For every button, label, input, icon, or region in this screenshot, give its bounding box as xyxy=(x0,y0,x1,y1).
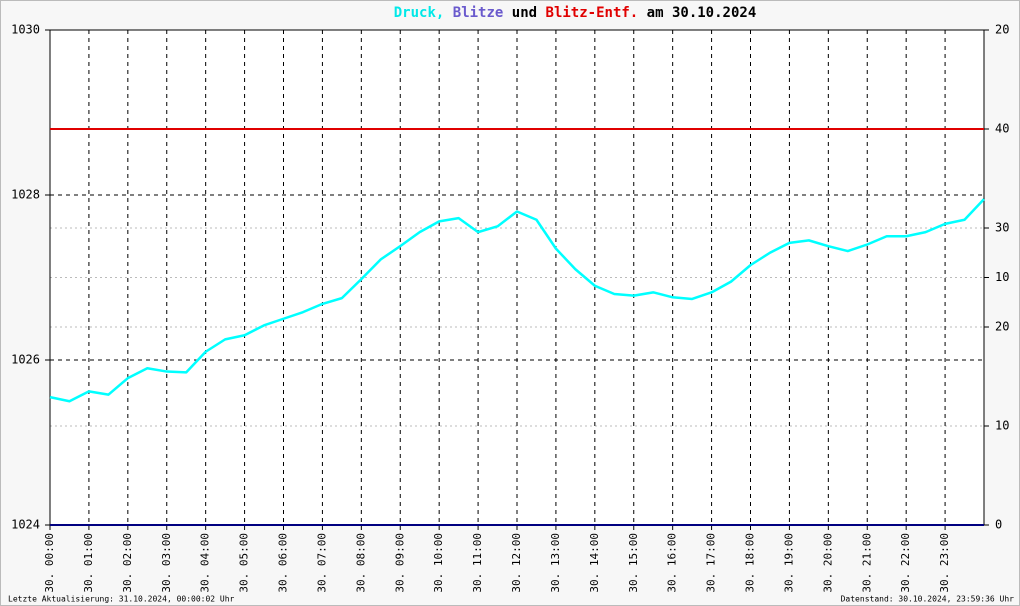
x-tick-label: 30. 17:00 xyxy=(705,533,718,593)
x-tick-label: 30. 07:00 xyxy=(315,533,328,593)
title-part: Druck, xyxy=(394,5,445,21)
x-tick-label: 30. 14:00 xyxy=(588,533,601,593)
x-tick-label: 30. 21:00 xyxy=(860,533,873,593)
y-tick-label: 1030 xyxy=(11,23,40,37)
x-tick-label: 30. 09:00 xyxy=(393,533,406,593)
x-tick-label: 30. 01:00 xyxy=(82,533,95,593)
chart-title: Druck, Blitze und Blitz-Entf. am 30.10.2… xyxy=(394,5,757,21)
x-tick-label: 30. 15:00 xyxy=(627,533,640,593)
series-line xyxy=(49,198,985,403)
x-tick-label: 30. 20:00 xyxy=(821,533,834,593)
x-tick-label: 30. 03:00 xyxy=(160,533,173,593)
footer-right: Datenstand: 30.10.2024, 23:59:36 Uhr xyxy=(841,595,1015,604)
x-tick-label: 30. 19:00 xyxy=(782,533,795,593)
x-tick-label: 30. 13:00 xyxy=(549,533,562,593)
title-part: am 30.10.2024 xyxy=(647,5,757,21)
y2-tick-label: 0 xyxy=(995,518,1002,532)
y-tick-label: 1024 xyxy=(11,518,40,532)
footer-left: Letzte Aktualisierung: 31.10.2024, 00:00… xyxy=(8,595,235,604)
x-tick-label: 30. 04:00 xyxy=(199,533,212,593)
title-part: Blitze xyxy=(453,5,504,21)
y2-tick-label: 40 xyxy=(995,122,1009,136)
y2-tick-label: 10 xyxy=(995,419,1009,433)
x-tick-label: 30. 06:00 xyxy=(277,533,290,593)
x-tick-label: 30. 05:00 xyxy=(238,533,251,593)
x-tick-label: 30. 02:00 xyxy=(121,533,134,593)
y-tick-label: 1026 xyxy=(11,353,40,367)
title-part: Blitz-Entf. xyxy=(546,5,639,21)
x-tick-label: 30. 08:00 xyxy=(354,533,367,593)
y-tick-label: 1028 xyxy=(11,188,40,202)
title-part: und xyxy=(512,5,537,21)
x-tick-label: 30. 10:00 xyxy=(432,533,445,593)
y2-tick-label: 30 xyxy=(995,221,1009,235)
y2-tick-label: 10 xyxy=(995,270,1009,284)
x-tick-label: 30. 00:00 xyxy=(43,533,56,593)
y2-tick-label: 20 xyxy=(995,320,1009,334)
x-tick-label: 30. 23:00 xyxy=(938,533,951,593)
x-tick-label: 30. 12:00 xyxy=(510,533,523,593)
x-tick-label: 30. 16:00 xyxy=(666,533,679,593)
x-tick-label: 30. 18:00 xyxy=(744,533,757,593)
x-tick-label: 30. 11:00 xyxy=(471,533,484,593)
x-tick-label: 30. 22:00 xyxy=(899,533,912,593)
y2-tick-label: 20 xyxy=(995,23,1009,37)
